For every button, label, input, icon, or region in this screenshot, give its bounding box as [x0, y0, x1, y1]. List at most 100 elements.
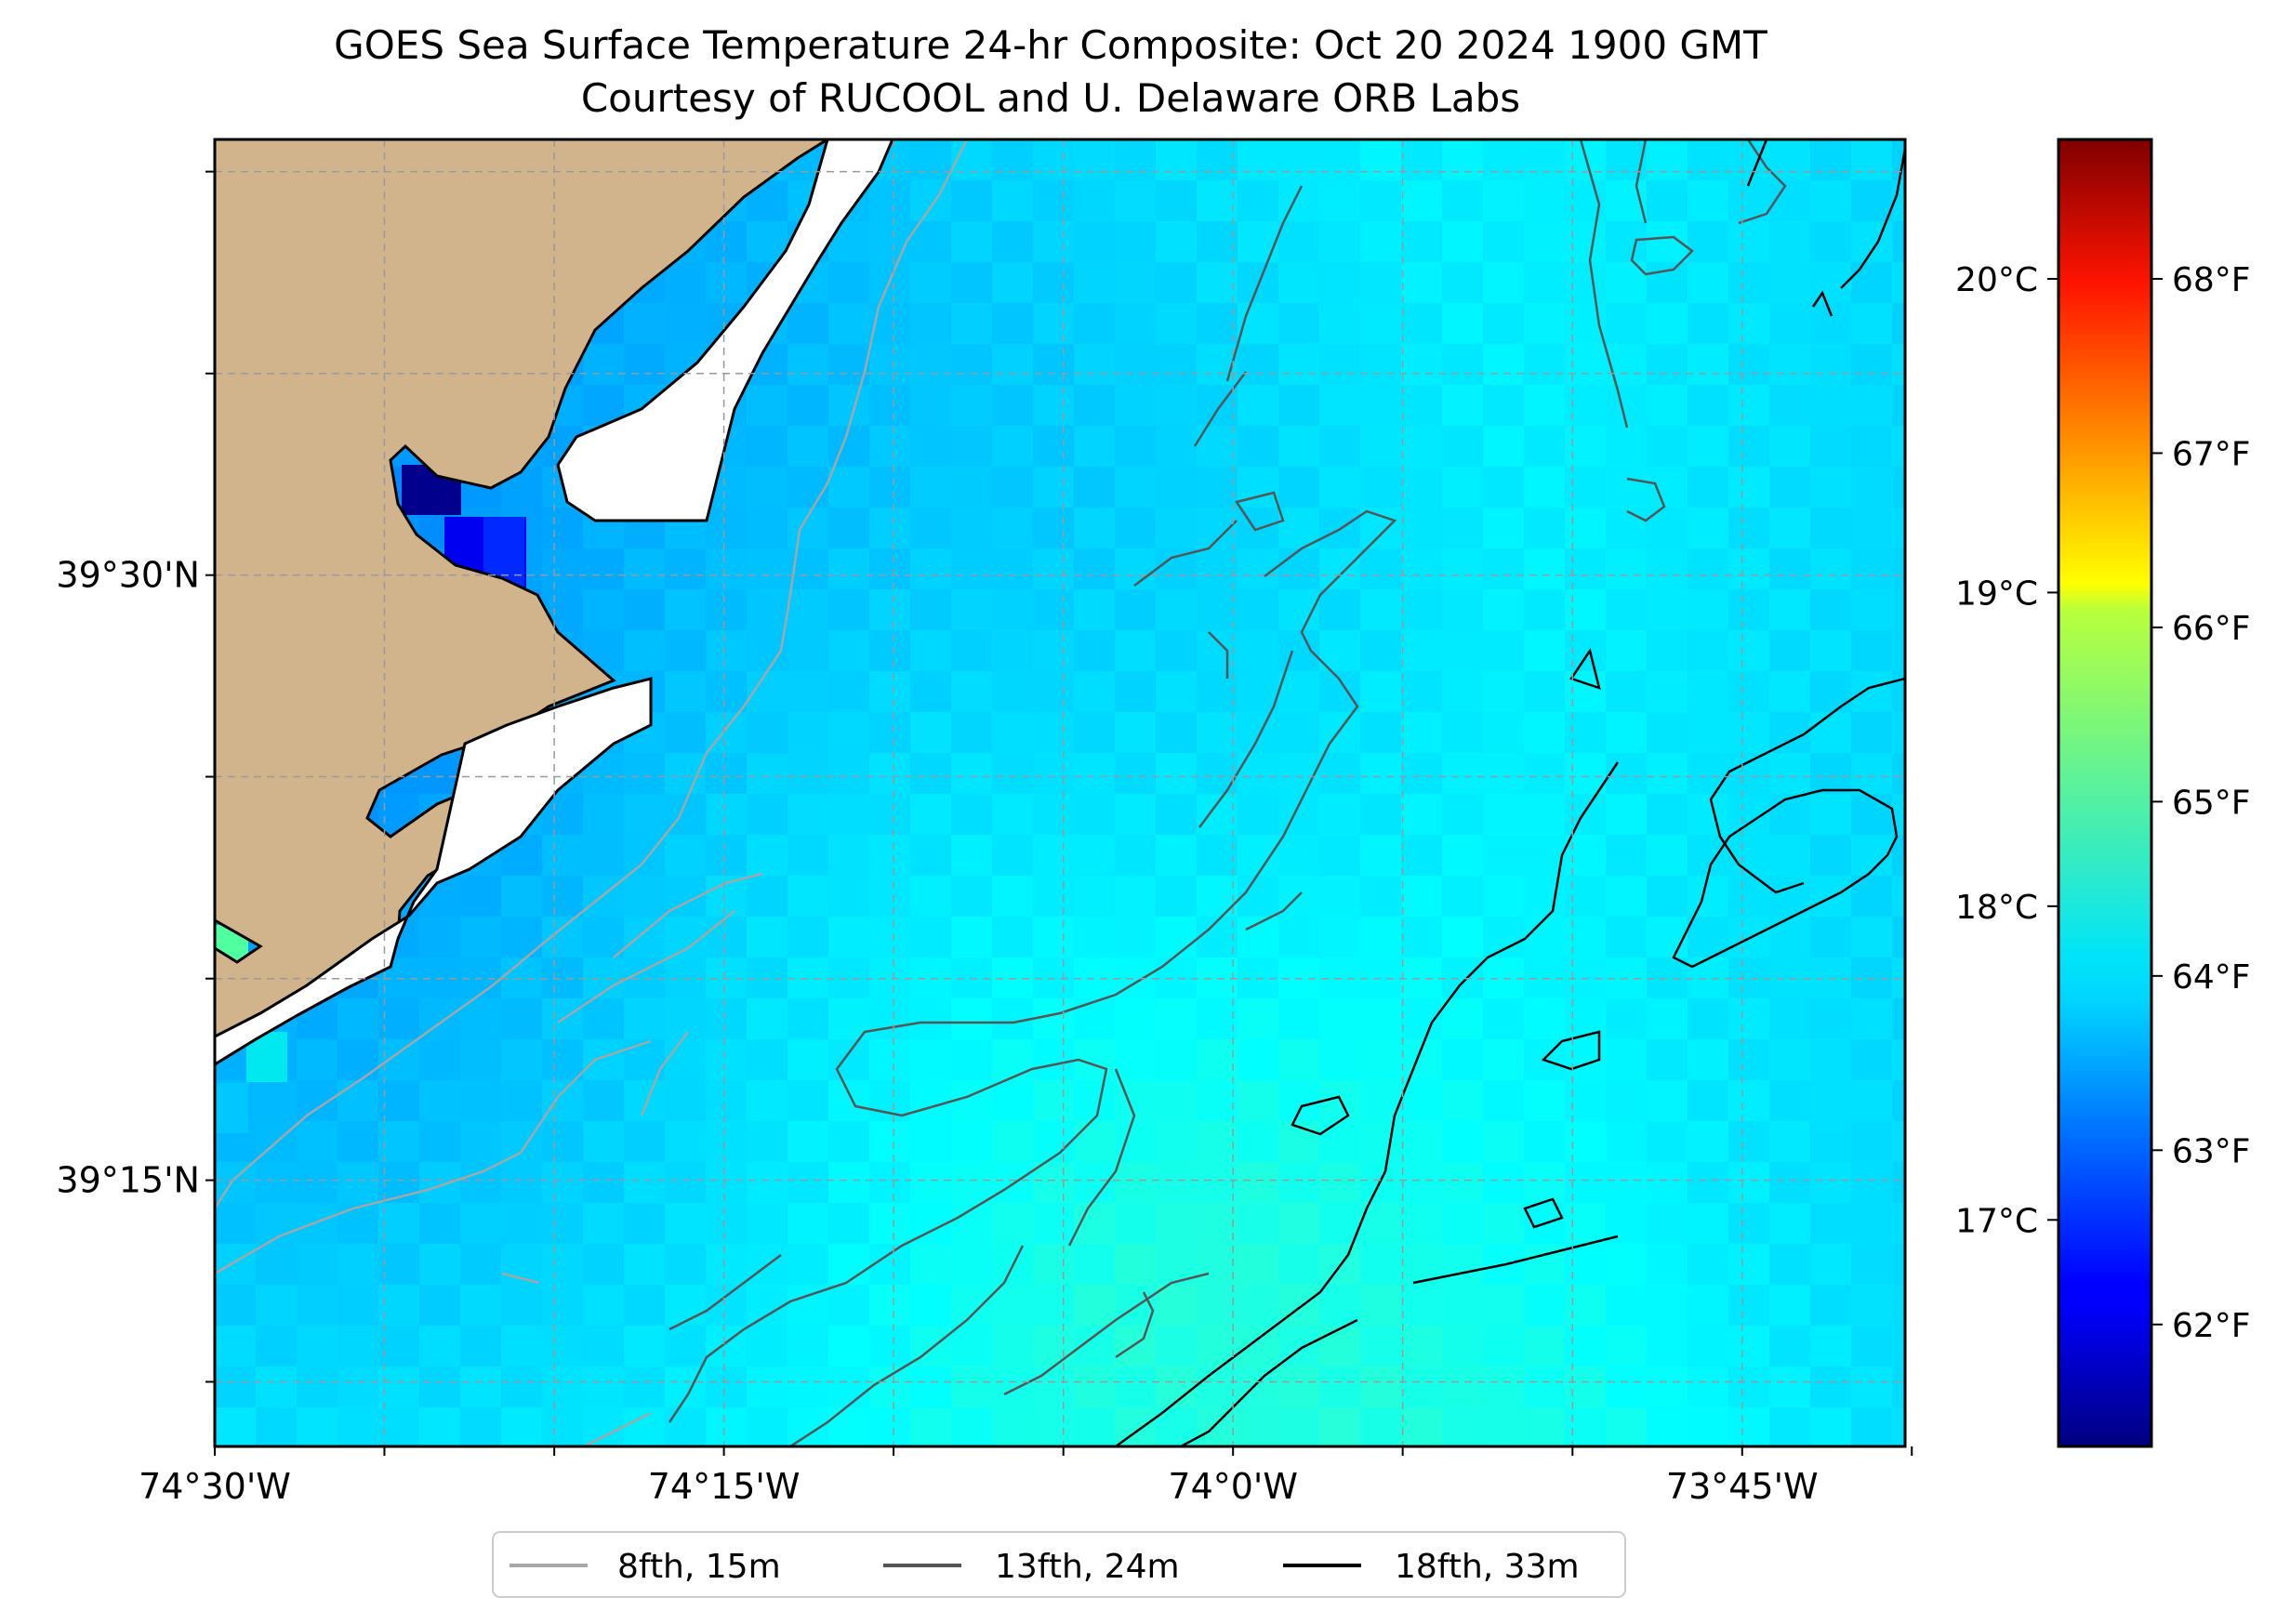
sst-pixel	[1115, 180, 1157, 222]
sst-pixel	[747, 385, 788, 427]
sst-pixel	[992, 303, 1034, 345]
sst-pixel	[1319, 426, 1361, 468]
sst-pixel	[1156, 139, 1198, 181]
sst-pixel	[1115, 1244, 1157, 1286]
sst-pixel	[951, 1407, 993, 1446]
sst-pixel	[910, 1162, 952, 1204]
sst-pixel	[1115, 344, 1157, 386]
sst-pixel	[1074, 303, 1116, 345]
sst-pixel	[1647, 1203, 1688, 1245]
sst-pixel	[1033, 1162, 1075, 1204]
sst-pixel	[992, 385, 1034, 427]
sst-pixel	[1278, 344, 1320, 386]
sst-pixel	[665, 1407, 707, 1446]
sst-pixel	[992, 467, 1034, 508]
sst-pixel	[788, 1367, 829, 1408]
contour-8fth	[215, 139, 969, 1446]
sst-pixel	[1033, 385, 1075, 427]
sst-pixel	[1033, 1285, 1075, 1327]
sst-pixel	[1688, 998, 1729, 1040]
sst-pixel	[869, 1162, 911, 1204]
sst-pixel	[665, 753, 707, 795]
sst-pixel	[1442, 508, 1484, 549]
sst-pixel	[706, 671, 748, 713]
sst-pixel	[706, 835, 748, 877]
sst-pixel	[1238, 1121, 1279, 1163]
sst-pixel	[1197, 671, 1238, 713]
sst-pixel	[1156, 876, 1198, 918]
sst-pixel	[951, 712, 993, 754]
sst-pixel	[1892, 876, 1905, 918]
sst-pixel	[910, 508, 952, 549]
sst-pixel	[706, 630, 748, 672]
sst-pixel	[1851, 221, 1893, 263]
sst-pixel	[1565, 1244, 1607, 1286]
sst-pixel	[788, 1326, 829, 1367]
sst-pixel	[869, 467, 911, 508]
sst-pixel	[1851, 630, 1893, 672]
sst-pixel	[297, 1407, 338, 1446]
sst-pixel	[338, 1203, 379, 1245]
sst-pixel	[788, 344, 829, 386]
sst-pixel	[1319, 835, 1361, 877]
sst-pixel	[378, 1367, 420, 1408]
sst-pixel	[992, 1326, 1034, 1367]
sst-pixel	[583, 1285, 625, 1327]
lon-tick-label: 74°30'W	[139, 1466, 291, 1507]
sst-pixel	[1115, 1326, 1157, 1367]
sst-pixel	[1769, 426, 1811, 468]
map-panel	[215, 139, 1905, 1446]
sst-pixel	[869, 998, 911, 1040]
sst-pixel	[1115, 630, 1157, 672]
sst-pixel	[1769, 385, 1811, 427]
sst-pixel	[1074, 180, 1116, 222]
sst-pixel	[1728, 1080, 1770, 1122]
sst-pixel	[542, 835, 584, 877]
sst-pixel	[869, 180, 911, 222]
sst-pixel	[1483, 876, 1525, 918]
sst-pixel	[1360, 1407, 1402, 1446]
sst-pixel	[951, 1285, 993, 1327]
sst-pixel	[1442, 671, 1484, 713]
sst-pixel	[1074, 917, 1116, 958]
sst-pixel	[1156, 344, 1198, 386]
sst-pixel	[419, 1285, 461, 1327]
sst-pixel	[1033, 180, 1075, 222]
sst-pixel	[1442, 139, 1484, 181]
sst-pixel	[1401, 1285, 1443, 1327]
sst-pixel	[1483, 1039, 1525, 1081]
sst-pixel	[1892, 548, 1905, 590]
sst-pixel	[256, 1326, 298, 1367]
sst-pixel	[1524, 426, 1566, 468]
sst-pixel	[1524, 998, 1566, 1040]
sst-pixel	[583, 794, 625, 836]
sst-pixel	[1115, 1203, 1157, 1245]
sst-pixel	[542, 1244, 584, 1286]
lat-tick-label: 39°30'N	[56, 555, 200, 596]
sst-pixel	[828, 753, 870, 795]
sst-pixel	[951, 1121, 993, 1163]
sst-pixel	[1319, 1367, 1361, 1408]
sst-pixel	[1524, 1326, 1566, 1367]
sst-pixel	[951, 344, 993, 386]
sst-pixel	[1524, 508, 1566, 549]
sst-pixel	[910, 671, 952, 713]
sst-pixel	[1688, 589, 1729, 631]
sst-pixel	[1197, 876, 1238, 918]
sst-pixel	[460, 1203, 502, 1245]
sst-pixel	[1442, 1162, 1484, 1204]
sst-pixel	[1483, 344, 1525, 386]
sst-pixel	[1360, 508, 1402, 549]
sst-pixel	[1565, 1162, 1607, 1204]
sst-pixel	[1401, 1367, 1443, 1408]
sst-pixel	[1524, 344, 1566, 386]
sst-pixel	[1115, 876, 1157, 918]
sst-pixel	[1647, 712, 1688, 754]
sst-pixel	[951, 262, 993, 304]
sst-pixel	[1442, 344, 1484, 386]
sst-pixel	[1688, 139, 1729, 181]
sst-pixel	[1033, 835, 1075, 877]
sst-pixel	[869, 1407, 911, 1446]
sst-pixel	[788, 671, 829, 713]
sst-pixel	[1892, 630, 1905, 672]
